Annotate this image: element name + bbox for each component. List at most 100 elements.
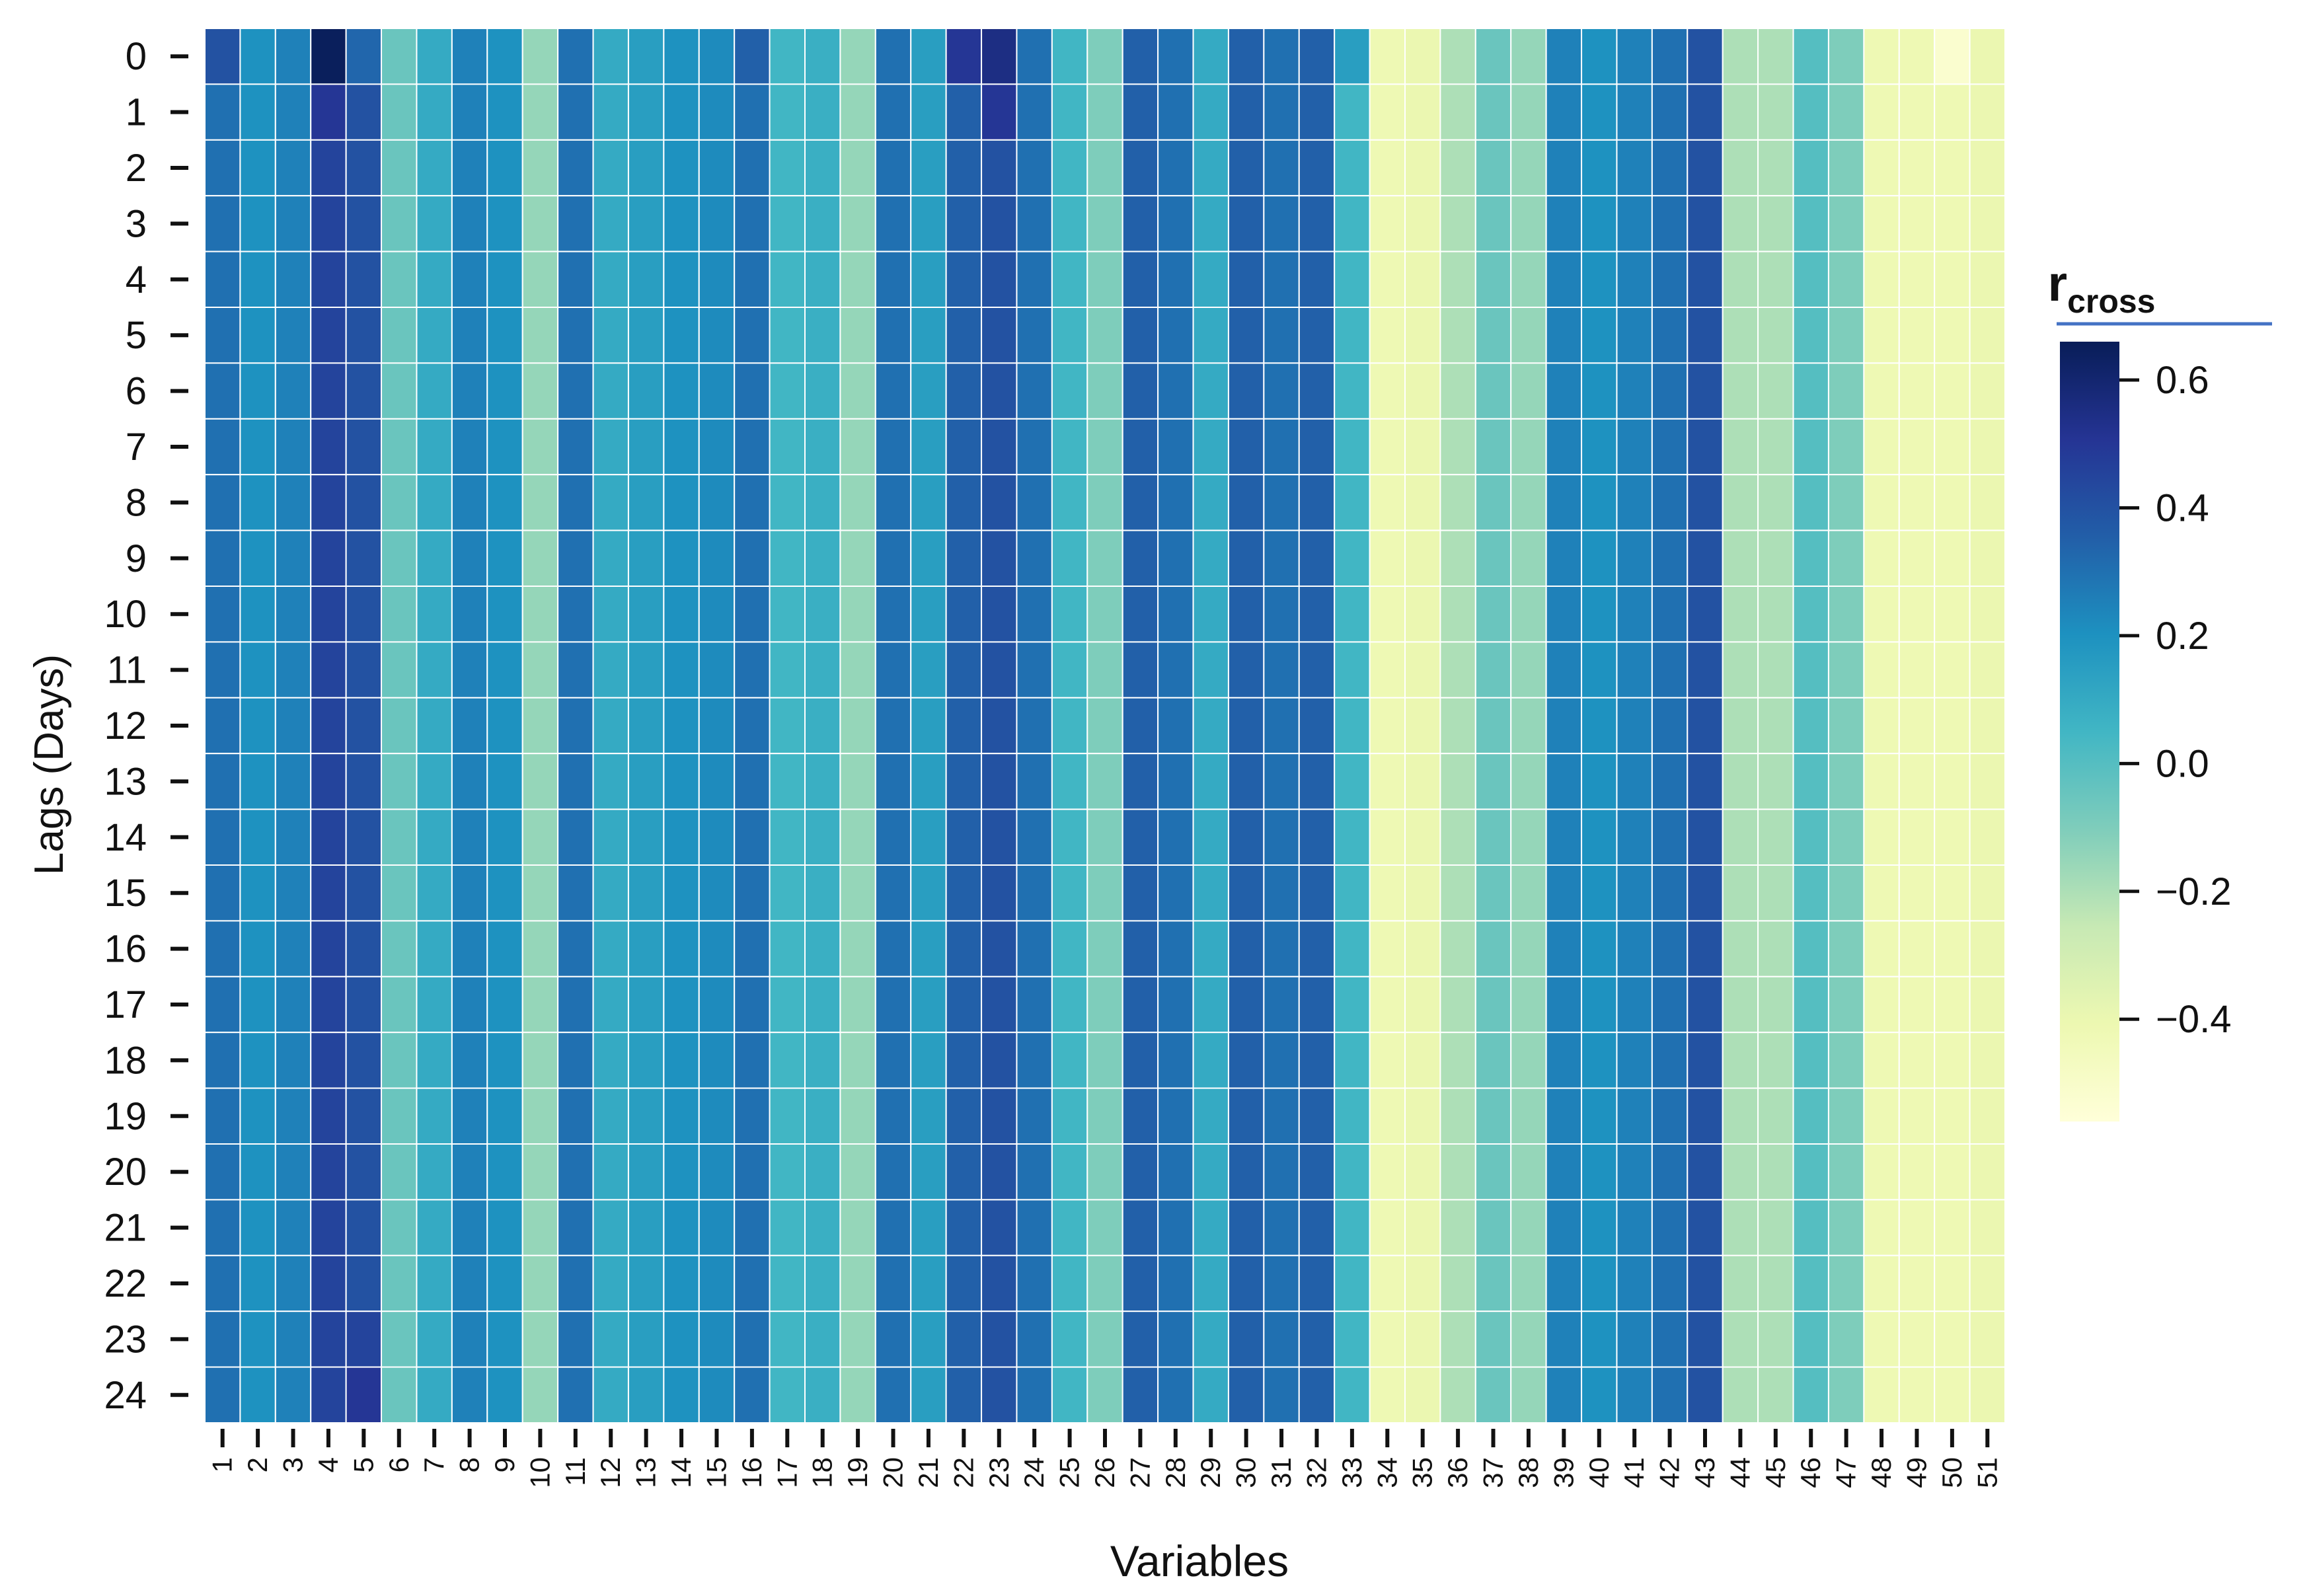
heatmap-cell — [1474, 641, 1512, 699]
heatmap-cell — [204, 697, 241, 755]
heatmap-cell — [1898, 1366, 1936, 1424]
heatmap-cell — [1934, 586, 1971, 643]
heatmap-cell — [310, 641, 347, 699]
heatmap-cell — [310, 975, 347, 1034]
heatmap-cell — [804, 808, 841, 866]
heatmap-cell — [345, 1199, 383, 1256]
heatmap-cell — [1086, 1087, 1123, 1145]
heatmap-cell — [1792, 697, 1829, 755]
heatmap-cell — [416, 474, 453, 531]
heatmap-cell — [1651, 362, 1689, 420]
heatmap-cell — [1510, 28, 1547, 85]
heatmap-cell — [1510, 529, 1547, 587]
heatmap-cell — [486, 586, 523, 643]
heatmap-cell — [1545, 1254, 1583, 1312]
heatmap-cell — [627, 697, 665, 755]
heatmap-cell — [1474, 586, 1512, 643]
heatmap-cell — [521, 753, 559, 810]
heatmap-cell — [1616, 28, 1653, 85]
heatmap-cell — [416, 1254, 453, 1312]
heatmap-cell — [1263, 641, 1300, 699]
heatmap-cell — [1227, 864, 1265, 922]
heatmap-cell — [521, 418, 559, 476]
heatmap-cell — [1863, 586, 1900, 643]
heatmap-cell — [557, 418, 594, 476]
heatmap-cell — [1439, 808, 1476, 866]
heatmap-cell — [1404, 808, 1441, 866]
heatmap-cell — [486, 418, 523, 476]
heatmap-cell — [1934, 529, 1971, 587]
heatmap-cell — [1545, 1032, 1583, 1089]
heatmap-cell — [1298, 1143, 1336, 1201]
heatmap-cell — [874, 697, 912, 755]
heatmap-cell — [1298, 28, 1336, 85]
heatmap-cell — [1792, 1254, 1829, 1312]
heatmap-cell — [381, 250, 418, 309]
heatmap-cell — [1051, 586, 1088, 643]
heatmap-cell — [239, 474, 276, 531]
heatmap-cell — [204, 586, 241, 643]
heatmap-cell — [1404, 28, 1441, 85]
heatmap-cell — [1369, 139, 1406, 197]
heatmap-cell — [1121, 362, 1159, 420]
heatmap-cell — [592, 753, 629, 810]
heatmap-cell — [804, 1032, 841, 1089]
heatmap-cell — [734, 362, 771, 420]
heatmap-cell — [486, 641, 523, 699]
heatmap-cell — [1439, 1143, 1476, 1201]
heatmap-cell — [1969, 1032, 2006, 1089]
heatmap-cell — [1581, 1199, 1618, 1256]
heatmap-cell — [1192, 697, 1229, 755]
y-tick-label: 8 — [126, 481, 147, 524]
heatmap-cell — [345, 28, 383, 85]
heatmap-cell — [1687, 529, 1724, 587]
heatmap-cell — [1616, 195, 1653, 252]
heatmap-cell — [1581, 362, 1618, 420]
y-tick-label: 7 — [126, 426, 147, 469]
heatmap-cell — [416, 28, 453, 85]
heatmap-cell — [1792, 1143, 1829, 1201]
heatmap-cell — [239, 307, 276, 364]
heatmap-cell — [1051, 1087, 1088, 1145]
heatmap-cell — [698, 975, 736, 1034]
heatmap-cell — [910, 1143, 947, 1201]
heatmap-cell — [1616, 474, 1653, 531]
heatmap-cell — [663, 753, 700, 810]
heatmap-cell — [381, 307, 418, 364]
heatmap-cell — [1334, 1087, 1371, 1145]
heatmap-cell — [1510, 1032, 1547, 1089]
heatmap-cell — [1439, 1254, 1476, 1312]
heatmap-cell — [1086, 864, 1123, 922]
heatmap-cell — [1545, 808, 1583, 866]
heatmap-cell — [274, 307, 312, 364]
heatmap-cell — [769, 697, 806, 755]
heatmap-cell — [1227, 250, 1265, 309]
heatmap-cell — [1581, 864, 1618, 922]
heatmap-cell — [1263, 1254, 1300, 1312]
heatmap-cell — [451, 1254, 488, 1312]
heatmap-cell — [204, 1199, 241, 1256]
heatmap-cell — [1369, 529, 1406, 587]
heatmap-cell — [310, 83, 347, 141]
x-tick-label: 47 — [1831, 1457, 1862, 1488]
y-tick-label: 22 — [104, 1262, 147, 1305]
y-tick-label: 18 — [104, 1039, 147, 1082]
heatmap-cell — [1404, 864, 1441, 922]
heatmap-cell — [1121, 864, 1159, 922]
heatmap-cell — [1863, 529, 1900, 587]
heatmap-cell — [1263, 1032, 1300, 1089]
heatmap-cell — [1616, 586, 1653, 643]
heatmap-cell — [1227, 1087, 1265, 1145]
colorbar-tick-label: 0.0 — [2156, 742, 2209, 785]
heatmap-cell — [1827, 1032, 1865, 1089]
y-tick-label: 19 — [104, 1095, 147, 1138]
heatmap-cell — [1545, 975, 1583, 1034]
heatmap-cell — [1404, 474, 1441, 531]
heatmap-cell — [274, 1199, 312, 1256]
heatmap-cell — [1757, 1032, 1794, 1089]
heatmap-cell — [1581, 1032, 1618, 1089]
heatmap-cell — [1192, 1143, 1229, 1201]
heatmap-cell — [1121, 1366, 1159, 1424]
heatmap-cell — [1086, 641, 1123, 699]
heatmap-cell — [416, 641, 453, 699]
